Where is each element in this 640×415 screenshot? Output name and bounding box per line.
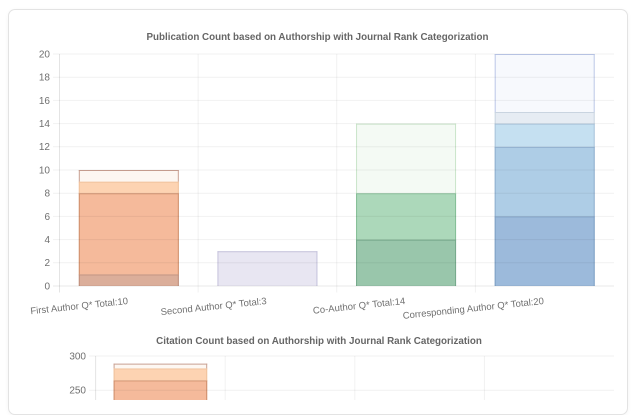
svg-text:4: 4 (44, 235, 50, 246)
svg-text:0: 0 (44, 281, 50, 292)
svg-text:Publication Count based on Aut: Publication Count based on Authorship wi… (147, 32, 489, 43)
svg-text:Second Author Q* Total:3: Second Author Q* Total:3 (160, 296, 267, 318)
svg-text:Citation Count based on Author: Citation Count based on Authorship with … (156, 336, 482, 347)
svg-text:250: 250 (69, 386, 86, 397)
svg-text:14: 14 (39, 119, 51, 130)
svg-text:300: 300 (69, 351, 86, 362)
svg-text:16: 16 (39, 96, 51, 107)
svg-text:First Author Q* Total:10: First Author Q* Total:10 (30, 296, 129, 317)
svg-text:8: 8 (44, 189, 50, 200)
svg-text:12: 12 (39, 142, 51, 153)
svg-text:6: 6 (44, 212, 50, 223)
svg-text:2: 2 (44, 258, 50, 269)
svg-text:Co-Author Q* Total:14: Co-Author Q* Total:14 (312, 296, 405, 317)
svg-text:10: 10 (39, 165, 51, 176)
svg-text:20: 20 (39, 49, 51, 60)
svg-text:18: 18 (39, 73, 51, 84)
svg-text:Corresponding Author Q* Total:: Corresponding Author Q* Total:20 (402, 296, 544, 322)
